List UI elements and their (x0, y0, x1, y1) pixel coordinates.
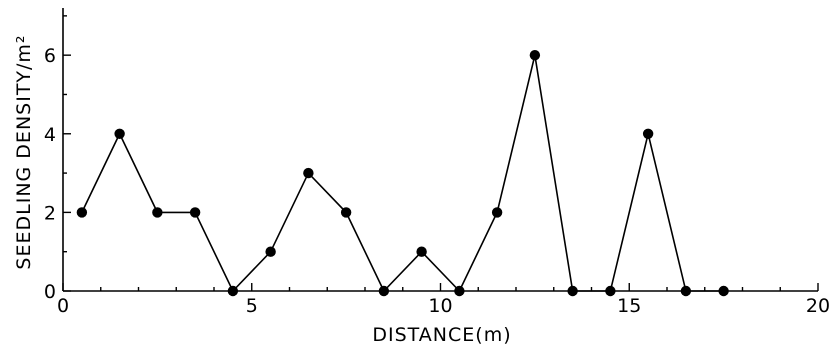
data-point (114, 128, 125, 139)
x-tick-label: 15 (617, 295, 641, 317)
y-axis-label: SEEDLING DENSITY/m² (13, 34, 35, 269)
data-point (76, 207, 88, 218)
data-point (567, 285, 578, 297)
data-point (605, 285, 616, 297)
data-point (189, 207, 201, 218)
data-point (303, 167, 314, 179)
data-series (76, 49, 729, 297)
y-tick-label: 4 (44, 124, 56, 146)
y-tick-label: 0 (44, 281, 56, 303)
y-tick-label: 6 (44, 45, 56, 67)
data-point (378, 285, 390, 297)
y-tick-label: 2 (44, 202, 56, 224)
data-point (491, 207, 503, 218)
x-tick-label: 20 (806, 295, 830, 317)
x-tick-label: 5 (246, 295, 258, 317)
data-point (718, 285, 729, 297)
axes (62, 8, 818, 292)
x-tick-label: 0 (57, 295, 69, 317)
data-point (416, 246, 427, 257)
data-point (680, 285, 692, 297)
series-line (81, 54, 724, 293)
data-point (529, 49, 541, 61)
ticks: 0 5 10 15 20 0 2 4 6 (44, 15, 830, 317)
data-point (265, 246, 276, 257)
data-point (152, 207, 163, 218)
data-point (642, 128, 654, 139)
x-tick-label: 10 (428, 295, 452, 317)
data-point (454, 285, 465, 297)
x-axis-label: DISTANCE(m) (372, 324, 511, 346)
data-point (340, 207, 352, 218)
data-point (227, 285, 239, 297)
